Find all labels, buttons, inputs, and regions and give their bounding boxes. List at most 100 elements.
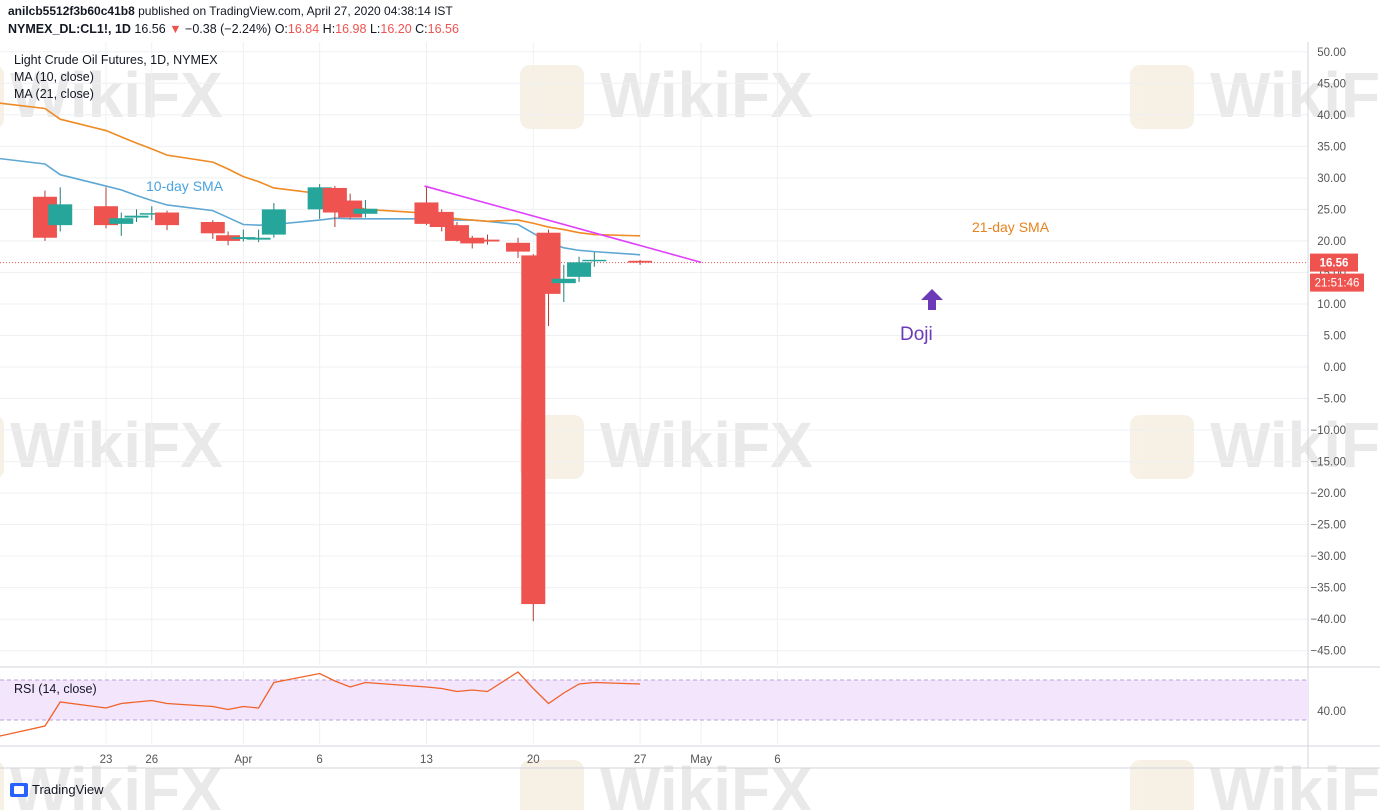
y-tick-label: −25.00 [1311, 520, 1347, 532]
y-tick-label: 0.00 [1324, 362, 1346, 374]
doji-arrow-icon [921, 289, 943, 310]
y-tick-label: 50.00 [1317, 47, 1346, 59]
watermark-logo: WikiFX [0, 754, 223, 810]
candle [200, 220, 225, 240]
candle [460, 235, 485, 249]
candle-body [246, 237, 271, 240]
y-tick-label: 5.00 [1324, 330, 1346, 342]
candle-body [124, 215, 149, 218]
watermark-text: WikiFX [10, 59, 223, 131]
candle [216, 231, 241, 246]
publish-info: anilcb5512f3b60c41b8 published on Tradin… [8, 4, 453, 18]
high-label: H: [322, 22, 336, 36]
watermark-text: WikiFX [10, 409, 223, 481]
rsi-line [0, 671, 641, 737]
x-tick-label: 6 [316, 754, 322, 766]
tradingview-brand: TradingView [32, 782, 104, 797]
y-tick-label: −35.00 [1311, 583, 1347, 595]
watermark-logo: WikiFX [0, 409, 223, 481]
candle-body [48, 204, 73, 226]
watermark-logo: WikiFX [520, 409, 813, 481]
last-price-tag [1310, 253, 1358, 272]
candle [582, 252, 607, 267]
y-tick-label: −20.00 [1311, 488, 1347, 500]
candle-body [231, 237, 256, 240]
open-label: O: [274, 22, 288, 36]
low-label: L: [369, 22, 381, 36]
candle-body [155, 212, 180, 226]
candle [506, 237, 531, 258]
ma10-legend[interactable]: MA (10, close) [14, 70, 94, 84]
watermark-seal-icon [520, 760, 584, 810]
candle [551, 264, 576, 303]
ma21-legend[interactable]: MA (21, close) [14, 87, 94, 101]
candle [246, 229, 271, 243]
watermark-seal-icon [0, 762, 4, 810]
candle-body [109, 218, 134, 224]
watermark-text: WikiFX [600, 409, 813, 481]
y-tick-label: −5.00 [1317, 394, 1346, 406]
publisher-name: anilcb5512f3b60c41b8 [8, 4, 135, 18]
candle-body [429, 211, 454, 228]
candle-body [261, 209, 286, 235]
x-tick-label: 6 [774, 754, 780, 766]
x-tick-label: 27 [634, 754, 647, 766]
x-tick-label: 23 [100, 754, 113, 766]
y-tick-label: −30.00 [1311, 551, 1347, 563]
y-tick-label: 40.00 [1317, 110, 1346, 122]
candle-body [567, 262, 592, 277]
watermark-seal-icon [1130, 415, 1194, 479]
watermark-seal-icon [1130, 760, 1194, 810]
candle [155, 210, 180, 231]
candle [444, 221, 469, 242]
y-tick-label: 20.00 [1317, 236, 1346, 248]
y-tick-label: 25.00 [1317, 204, 1346, 216]
symbol-name[interactable]: NYMEX_DL:CL1!, 1D [8, 22, 131, 36]
watermark-seal-icon [0, 417, 4, 477]
y-tick-label: 30.00 [1317, 173, 1346, 185]
x-tick-label: May [690, 754, 712, 766]
y-tick-label: −40.00 [1311, 614, 1347, 626]
candle-body [551, 278, 576, 284]
candle [475, 234, 500, 245]
rsi-band [0, 680, 1308, 720]
watermark-text: WikiFX [600, 59, 813, 131]
y-tick-label: −15.00 [1311, 457, 1347, 469]
watermark-text: WikiFX [1210, 754, 1380, 810]
low-value: 16.20 [380, 22, 412, 36]
symbol-info: NYMEX_DL:CL1!, 1D 16.56 ▼ −0.38 (−2.24%)… [8, 22, 459, 36]
tradingview-logo[interactable]: TradingView [10, 782, 104, 797]
candle [48, 187, 73, 232]
rsi-legend[interactable]: RSI (14, close) [14, 682, 97, 696]
watermark-text: WikiFX [10, 754, 223, 810]
x-tick-label: 26 [145, 754, 158, 766]
x-tick-label: Apr [234, 754, 252, 766]
open-value: 16.84 [287, 22, 320, 36]
last-price-tag-text: 16.56 [1320, 258, 1349, 270]
last-price: 16.56 [134, 22, 166, 36]
candle-body [475, 239, 500, 242]
watermark-logo: WikiFX [1130, 409, 1380, 481]
candle-body [444, 225, 469, 241]
candle [231, 229, 256, 242]
watermark-logo: WikiFX [520, 754, 813, 810]
y-tick-label: 35.00 [1317, 141, 1346, 153]
y-tick-label: −10.00 [1311, 425, 1347, 437]
grid [0, 42, 1308, 744]
change-arrow-icon: ▼ [169, 22, 182, 36]
candle [536, 229, 561, 327]
watermark-text: WikiFX [600, 754, 813, 810]
doji-annotation: Doji [900, 324, 933, 345]
watermark-logo: WikiFX [0, 59, 223, 131]
candle-body [536, 232, 561, 294]
sma10-annotation: 10-day SMA [146, 178, 224, 194]
sma21-annotation: 21-day SMA [972, 219, 1050, 235]
y-tick-label: −45.00 [1311, 646, 1347, 658]
candle [139, 206, 164, 221]
chart-title[interactable]: Light Crude Oil Futures, 1D, NYMEX [14, 53, 218, 67]
candle-body [460, 237, 485, 244]
candle-body [628, 260, 653, 263]
candle [429, 209, 454, 232]
candle-body [353, 208, 378, 214]
